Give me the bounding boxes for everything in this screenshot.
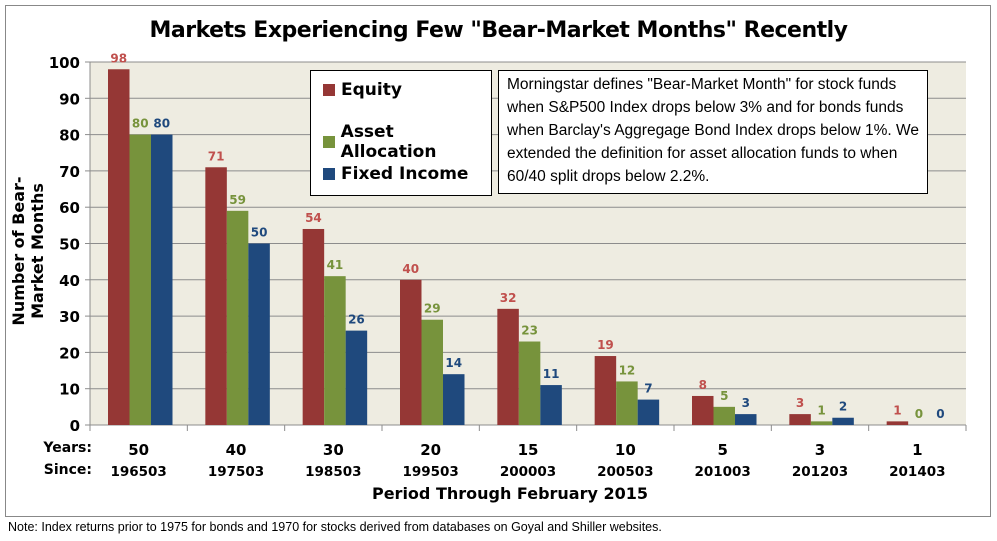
- since-label: 196503: [110, 464, 166, 480]
- data-label: 80: [132, 117, 149, 131]
- bar-equity: [205, 167, 227, 425]
- y-tick-label: 100: [49, 54, 80, 72]
- legend-item-equity: Equity: [323, 80, 402, 100]
- bar-equity: [497, 308, 519, 425]
- data-label: 1: [817, 403, 825, 417]
- data-label: 40: [402, 262, 419, 276]
- asset-allocation-swatch: [323, 136, 335, 148]
- bar-equity: [400, 279, 422, 425]
- data-label: 3: [742, 396, 750, 410]
- data-label: 0: [936, 407, 944, 421]
- data-label: 5: [720, 389, 728, 403]
- data-label: 0: [915, 407, 923, 421]
- since-label: 200003: [500, 464, 556, 480]
- annotation-box: Morningstar defines "Bear-Market Month" …: [498, 70, 928, 194]
- y-tick-label: 90: [59, 90, 80, 108]
- y-tick-label: 60: [59, 199, 80, 217]
- years-row-label: Years:: [43, 440, 92, 456]
- bar-fixed-income: [832, 417, 854, 425]
- legend: Equity Asset Allocation Fixed Income: [310, 70, 492, 196]
- legend-label: Fixed Income: [341, 164, 469, 184]
- data-label: 1: [893, 403, 901, 417]
- bar-equity: [108, 69, 130, 425]
- data-label: 54: [305, 211, 322, 225]
- data-label: 41: [327, 258, 344, 272]
- x-tick-label: 40: [226, 441, 247, 459]
- bar-fixed-income: [637, 399, 660, 425]
- bar-equity: [594, 356, 617, 425]
- bar-fixed-income: [151, 134, 173, 425]
- bar-fixed-income: [248, 243, 270, 425]
- bar-equity: [886, 421, 909, 425]
- fixed-income-swatch: [323, 168, 335, 180]
- bar-asset-allocation: [713, 406, 735, 425]
- since-label: 201403: [889, 464, 945, 480]
- bar-fixed-income: [443, 374, 465, 425]
- data-label: 2: [839, 400, 847, 414]
- bar-asset-allocation: [518, 341, 541, 425]
- y-tick-label: 0: [70, 417, 80, 435]
- bar-asset-allocation: [129, 134, 151, 425]
- data-label: 59: [229, 193, 246, 207]
- y-tick-label: 30: [59, 308, 80, 326]
- bar-fixed-income: [345, 330, 368, 425]
- data-label: 50: [251, 226, 268, 240]
- bar-asset-allocation: [421, 319, 443, 425]
- data-label: 29: [424, 302, 441, 316]
- data-label: 98: [110, 51, 127, 65]
- since-label: 200503: [597, 464, 653, 480]
- legend-label: Asset Allocation: [340, 122, 437, 162]
- data-label: 8: [699, 378, 707, 392]
- data-label: 71: [208, 149, 225, 163]
- bar-asset-allocation: [810, 421, 833, 425]
- x-tick-label: 10: [615, 441, 636, 459]
- x-axis-title: Period Through February 2015: [371, 484, 649, 503]
- data-label: 23: [521, 324, 538, 338]
- data-label: 26: [348, 313, 365, 327]
- bar-asset-allocation: [324, 276, 346, 425]
- since-label: 201203: [792, 464, 848, 480]
- footnote: Note: Index returns prior to 1975 for bo…: [8, 520, 662, 534]
- bar-asset-allocation: [616, 381, 638, 425]
- x-tick-label: 3: [815, 441, 825, 459]
- data-label: 14: [445, 356, 462, 370]
- legend-item-asset-allocation: Asset Allocation: [323, 122, 491, 162]
- x-tick-label: 20: [420, 441, 441, 459]
- legend-item-fixed-income: Fixed Income: [323, 164, 468, 184]
- x-tick-label: 50: [128, 441, 149, 459]
- since-label: 201003: [694, 464, 750, 480]
- y-tick-label: 50: [59, 236, 80, 254]
- since-label: 199503: [402, 464, 458, 480]
- data-label: 19: [597, 338, 614, 352]
- y-tick-label: 70: [59, 163, 80, 181]
- since-row-label: Since:: [43, 462, 92, 478]
- bar-equity: [302, 228, 325, 425]
- bar-fixed-income: [540, 385, 562, 425]
- bar-equity: [789, 414, 811, 425]
- y-tick-label: 20: [59, 344, 80, 362]
- x-tick-label: 5: [717, 441, 727, 459]
- y-axis-title: Number of Bear-Market Months: [9, 176, 47, 326]
- y-tick-label: 80: [59, 127, 80, 145]
- data-label: 32: [500, 291, 517, 305]
- data-label: 12: [619, 363, 636, 377]
- y-tick-label: 10: [59, 381, 80, 399]
- x-tick-label: 15: [518, 441, 539, 459]
- equity-swatch: [323, 84, 335, 96]
- bar-equity: [692, 395, 714, 425]
- x-tick-label: 1: [912, 441, 922, 459]
- y-tick-label: 40: [59, 272, 80, 290]
- since-label: 198503: [305, 464, 361, 480]
- chart-title: Markets Experiencing Few "Bear-Market Mo…: [149, 18, 848, 43]
- legend-label: Equity: [341, 80, 402, 100]
- bar-asset-allocation: [226, 210, 249, 425]
- since-label: 197503: [208, 464, 264, 480]
- bar-fixed-income: [735, 414, 757, 425]
- x-tick-label: 30: [323, 441, 344, 459]
- data-label: 3: [796, 396, 804, 410]
- data-label: 7: [644, 382, 652, 396]
- data-label: 80: [153, 117, 170, 131]
- data-label: 11: [543, 367, 560, 381]
